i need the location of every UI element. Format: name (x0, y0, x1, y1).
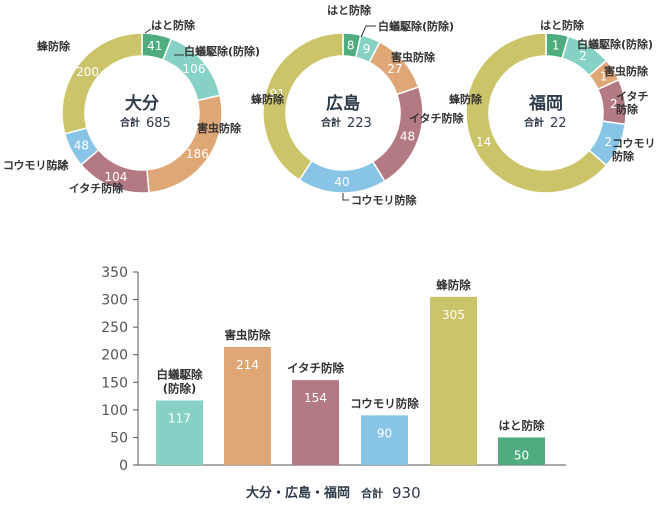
slice-value-label: 2 (604, 135, 612, 149)
y-tick-label: 50 (110, 430, 128, 446)
y-tick-label: 300 (101, 293, 128, 309)
bar-chart (133, 271, 566, 466)
slice-category-label: 害虫防除 (391, 50, 436, 64)
slice-category-label: コウモリ防除 (612, 137, 656, 163)
donut-chart-3 (465, 32, 627, 194)
donut-center-title: 大分 (125, 93, 159, 114)
bar-category-label: 害虫防除 (225, 328, 271, 342)
donut-center-title: 福岡 (528, 93, 563, 114)
bar (361, 415, 408, 465)
leader-line (52, 159, 67, 169)
leader-line (144, 28, 152, 34)
slice-category-label: 白蟻駆除(防除) (184, 44, 260, 58)
bar-value-label: 214 (236, 358, 259, 372)
y-tick-label: 200 (101, 348, 128, 364)
donut-total-label: 合計 (523, 116, 544, 129)
donut-total-label: 合計 (119, 116, 140, 129)
y-tick-label: 100 (101, 403, 128, 419)
slice-value-label: 91 (270, 87, 285, 101)
y-tick-label: 350 (101, 265, 128, 281)
slice-value-label: 1 (552, 39, 560, 53)
bar-value-label: 50 (514, 448, 529, 462)
donut-total-label: 合計 (320, 116, 341, 129)
slice-value-label: 48 (74, 138, 89, 152)
slice-value-label: 200 (76, 65, 99, 79)
bar-category-label: コウモリ防除 (350, 396, 419, 410)
bar-value-label: 305 (442, 308, 465, 322)
donut-slice (465, 32, 608, 194)
slice-category-label: 害虫防除 (197, 121, 242, 135)
bar (430, 296, 477, 465)
leader-line (360, 25, 376, 38)
slice-category-label: イタチ防除 (616, 90, 649, 116)
y-tick-label: 250 (101, 320, 128, 336)
slice-category-label: コウモリ防除 (3, 158, 70, 172)
slice-category-label: はと防除 (327, 3, 372, 17)
y-tick-label: 150 (101, 375, 128, 391)
bar-category-label: 蜂防除 (436, 278, 471, 292)
slice-value-label: 40 (334, 175, 349, 189)
y-tick-label: 0 (119, 458, 128, 474)
slice-value-label: 2 (579, 49, 587, 63)
donut-chart-1 (61, 32, 223, 194)
slice-category-label: コウモリ防除 (351, 193, 418, 207)
slice-category-label: 白蟻駆除(防除) (378, 19, 454, 33)
slice-value-label: 106 (183, 62, 206, 76)
slice-value-label: 186 (186, 147, 209, 161)
slice-value-label: 48 (400, 130, 415, 144)
bar-category-label: はと防除 (499, 418, 545, 432)
bar-value-label: 117 (168, 411, 191, 425)
slice-category-label: イタチ防除 (69, 181, 125, 195)
bar-category-label: 白蟻駆除(防除) (157, 367, 203, 395)
slice-category-label: 蜂防除 (449, 92, 483, 106)
slice-category-label: はと防除 (540, 18, 585, 32)
donut-total-value: 685 (146, 116, 171, 131)
bar (224, 346, 271, 465)
slice-category-label: 害虫防除 (604, 64, 649, 78)
leader-line (342, 193, 349, 201)
bar-value-label: 154 (304, 391, 327, 405)
donut-total-value: 223 (347, 116, 372, 131)
slice-value-label: 1 (600, 69, 608, 83)
bar (156, 400, 203, 465)
slice-value-label: 27 (387, 62, 402, 76)
slice-category-label: 蜂防除 (37, 39, 71, 53)
bar-chart-title: 大分・広島・福岡 (246, 485, 350, 501)
bar-total-label: 合計 (361, 486, 383, 500)
slice-value-label: 14 (476, 135, 491, 149)
donut-chart-2 (262, 32, 424, 194)
donut-slice (61, 32, 143, 135)
donut-total-value: 22 (550, 116, 567, 131)
bar-total-value: 930 (392, 484, 421, 502)
bar (498, 437, 545, 465)
donut-center-title: 広島 (326, 93, 360, 114)
bar-category-label: イタチ防除 (287, 361, 345, 375)
slice-category-label: イタチ防除 (409, 111, 465, 125)
slice-value-label: 104 (105, 170, 128, 184)
slice-value-label: 41 (147, 39, 162, 53)
slice-category-label: 蜂防除 (251, 92, 285, 106)
slice-category-label: はと防除 (151, 18, 196, 32)
slice-value-label: 2 (610, 97, 618, 111)
slice-category-label: 白蟻駆除(防除) (577, 37, 653, 51)
donut-slice (371, 86, 424, 183)
bar-value-label: 90 (377, 426, 392, 440)
slice-value-label: 8 (347, 38, 355, 52)
slice-value-label: 9 (363, 42, 371, 56)
donut-slice (262, 32, 344, 182)
bar (292, 380, 339, 465)
